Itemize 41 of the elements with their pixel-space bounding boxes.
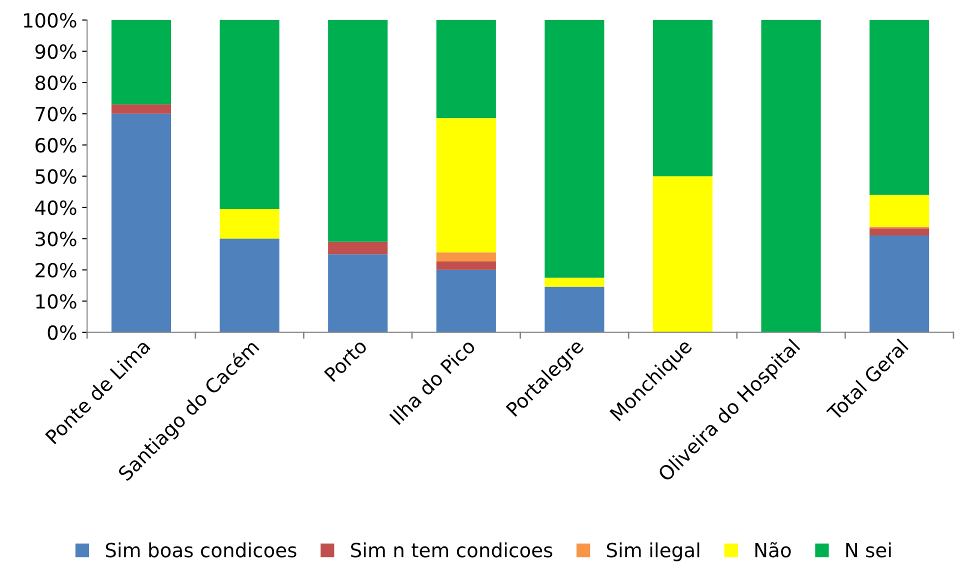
bar (328, 242, 388, 254)
legend-label: Não (755, 542, 791, 558)
bar (220, 208, 280, 239)
y-tick-label: 90% (35, 44, 76, 59)
bar (111, 104, 172, 114)
y-tick-label: 10% (36, 294, 76, 309)
bar (328, 20, 388, 242)
bar (870, 194, 930, 227)
bar (870, 236, 930, 332)
bar (544, 286, 604, 332)
bar (111, 20, 172, 104)
y-tick-label: 100% (24, 13, 76, 28)
y-tick-label: 20% (36, 262, 76, 278)
bar (544, 20, 604, 278)
bar (870, 20, 930, 195)
y-tick-label: 40% (35, 200, 76, 216)
y-tick-label: 0% (48, 325, 76, 340)
bar (436, 270, 496, 332)
bar (870, 228, 930, 236)
y-tick-label: 60% (36, 138, 76, 153)
legend-label: Sim n tem condicoes (351, 542, 552, 558)
y-tick-label: 70% (36, 106, 76, 122)
bar (220, 20, 280, 209)
legend-label: N sei (846, 542, 891, 558)
bar (436, 118, 496, 252)
bar (652, 176, 713, 332)
bar (652, 20, 713, 176)
bar (436, 252, 496, 262)
y-tick-label: 30% (36, 232, 76, 246)
bar (761, 20, 821, 332)
y-tick-label: 50% (36, 169, 76, 184)
bar (220, 238, 280, 332)
bar (436, 20, 496, 118)
legend-label: Sim ilegal (606, 542, 700, 562)
legend-label: Sim boas condicoes (106, 542, 296, 558)
bar (544, 278, 604, 287)
x-tick-label: Ilha do Pico (388, 338, 476, 426)
bar (111, 114, 172, 332)
bar (436, 261, 496, 270)
y-tick-label: 80% (36, 75, 76, 90)
bar (328, 254, 388, 332)
